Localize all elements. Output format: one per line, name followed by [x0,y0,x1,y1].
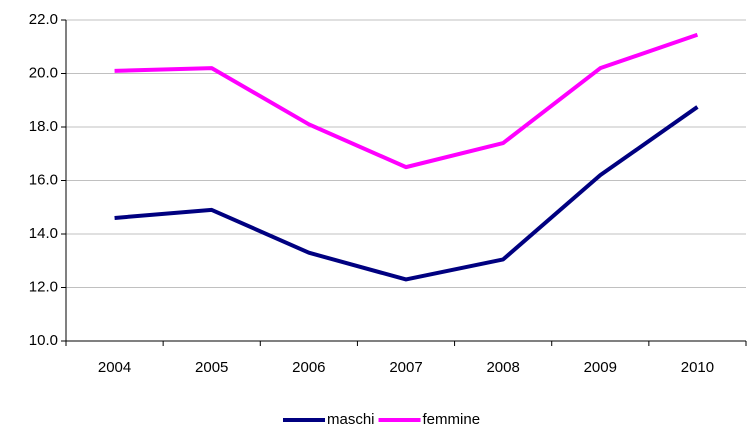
legend-label: femmine [423,411,481,428]
x-tick-label: 2010 [681,359,714,376]
y-tick-label: 18.0 [29,118,58,135]
x-tick-label: 2009 [584,359,617,376]
y-tick-label: 10.0 [29,332,58,349]
y-tick-label: 20.0 [29,64,58,81]
series-line [114,105,699,282]
legend-label: maschi [327,411,375,428]
y-tick-label: 12.0 [29,278,58,295]
x-tick-label: 2004 [98,359,131,376]
x-tick-label: 2008 [486,359,519,376]
x-tick-label: 2007 [389,359,422,376]
y-tick-label: 16.0 [29,171,58,188]
x-tick-label: 2005 [195,359,228,376]
y-tick-label: 22.0 [29,11,58,28]
y-tick-label: 14.0 [29,225,58,242]
x-tick-label: 2006 [292,359,325,376]
series-line [114,32,699,170]
